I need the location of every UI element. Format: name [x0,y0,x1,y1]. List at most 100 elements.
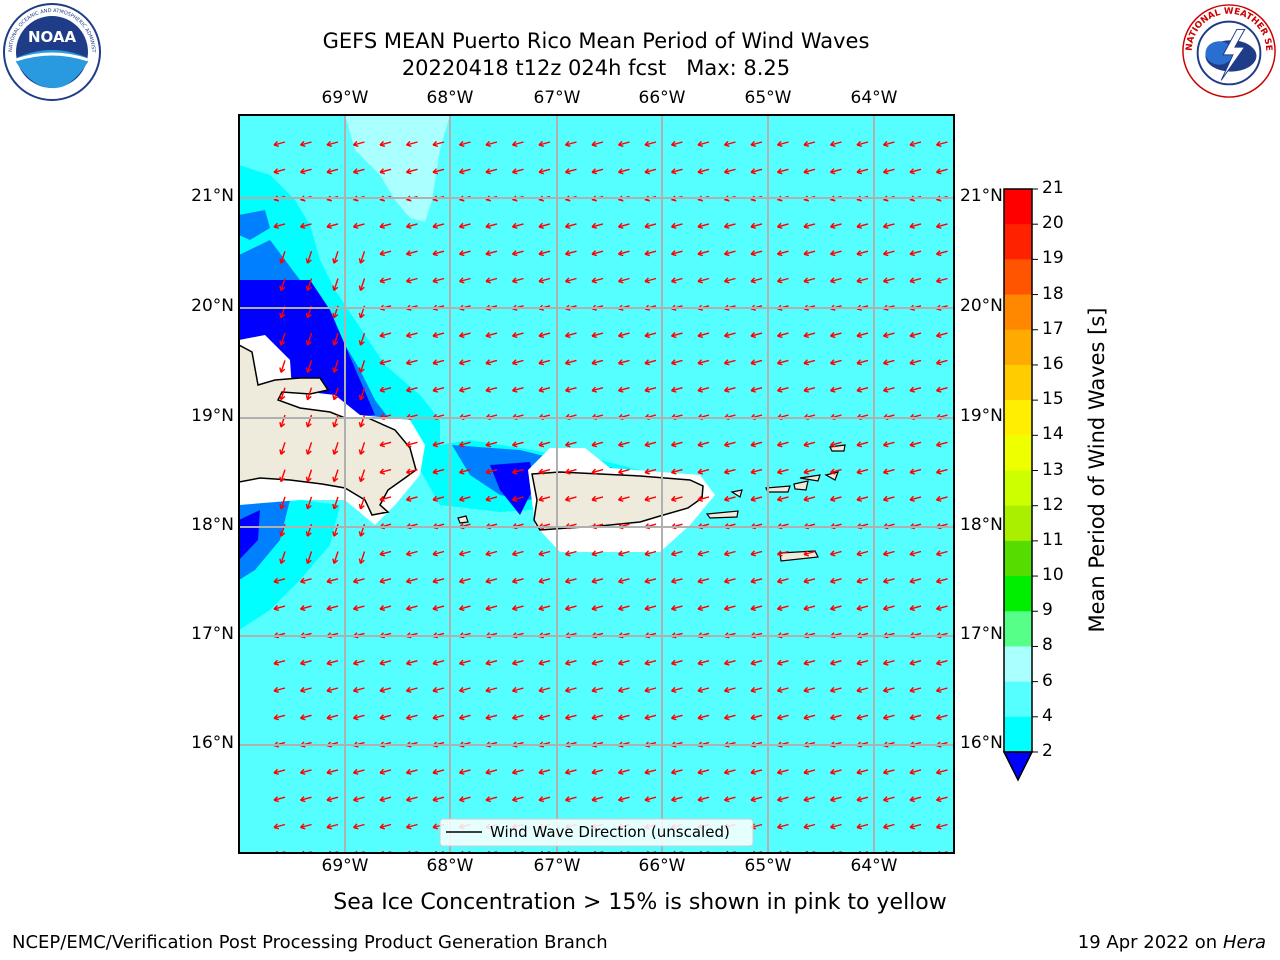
wind-wave-arrow [697,468,710,474]
wind-wave-arrowhead [909,495,916,502]
wind-wave-arrowhead [591,714,598,721]
wind-wave-arrow [512,441,524,446]
wind-wave-arrowhead [935,468,942,475]
wind-wave-arrow [326,714,339,719]
wind-wave-arrow [671,550,683,556]
wind-wave-arrow [432,223,445,228]
wind-wave-arrow [883,359,895,365]
wind-wave-arrowhead [358,503,365,510]
lat-label-right: 21°N [960,186,1003,206]
wind-wave-arrow [459,796,471,801]
wind-wave-arrowhead [326,714,333,721]
wind-wave-arrowhead [279,421,286,428]
wind-wave-arrowhead [750,441,757,448]
wind-wave-arrowhead [856,550,863,557]
wind-wave-arrow [538,359,551,365]
wind-wave-arrowhead [856,441,863,448]
wind-wave-arrow [644,605,657,610]
wind-wave-arrowhead [670,277,677,284]
wind-wave-arrow [803,168,816,173]
wind-wave-arrow [750,441,763,446]
wind-wave-arrow [273,687,286,692]
wind-wave-arrow [724,714,736,719]
wind-wave-arrowhead [829,823,836,830]
wind-wave-arrowhead [273,714,280,721]
wind-wave-arrowhead [882,686,889,694]
wind-wave-arrow [750,796,763,801]
wind-wave-arrowhead [697,468,704,475]
wind-wave-arrow [353,769,365,774]
wind-wave-arrowhead [432,386,439,393]
wind-wave-arrowhead [485,768,492,775]
wind-wave-arrow [830,496,842,501]
wind-wave-arrow [485,660,498,665]
wind-wave-arrow [300,578,312,583]
wind-wave-arrow [830,332,842,337]
wind-wave-arrow [750,578,763,583]
wind-wave-arrowhead [485,796,492,803]
wind-wave-arrow [406,277,418,283]
wind-wave-arrow [565,168,577,173]
wind-wave-arrow [909,496,922,501]
wind-wave-arrowhead [432,659,439,666]
colorbar-segment [1004,224,1032,260]
wind-wave-arrow [459,250,471,255]
wind-wave-arrow [565,250,577,255]
wind-wave-arrow [306,442,313,455]
wind-wave-arrow [565,387,577,392]
wind-wave-arrowhead [538,250,545,257]
wind-wave-arrowhead [644,140,651,148]
wind-wave-arrow [333,387,339,400]
graticule [239,115,954,853]
wind-wave-arrowhead [697,605,704,612]
wind-wave-arrowhead [405,250,412,257]
wind-wave-arrow [724,441,736,446]
wind-wave-arrowhead [405,768,412,775]
wind-wave-arrow [512,550,524,556]
wind-wave-arrow [406,141,418,146]
wind-wave-arrowhead [803,796,810,803]
wind-wave-arrowhead [591,386,598,393]
wind-wave-arrowhead [379,796,386,803]
wind-wave-arrow [300,823,312,829]
wind-wave-arrow [306,278,313,291]
wind-wave-arrowhead [776,659,783,666]
wind-wave-arrowhead [935,823,942,830]
wind-wave-arrowhead [305,476,312,483]
wind-wave-arrowhead [935,714,942,721]
wind-wave-arrowhead [305,367,312,373]
colorbar-under-arrow [1002,751,1034,782]
wind-wave-arrowhead [670,168,677,175]
lon-label-top: 69°W [321,88,369,108]
wind-wave-arrowhead [485,550,492,557]
wind-wave-arrow [936,578,948,583]
wind-wave-arrow [724,605,736,610]
wind-wave-arrow [306,551,313,564]
wind-wave-arrow [644,359,657,365]
wind-wave-arrowhead [617,714,624,721]
wind-wave-arrow [936,769,948,774]
wind-wave-arrowhead [511,250,518,257]
wind-wave-arrow [750,714,763,719]
wind-wave-arrow [306,496,313,510]
wind-wave-arrowhead [305,503,312,510]
wind-wave-arrow [724,332,736,337]
wind-wave-arrowhead [379,222,386,229]
wind-wave-arrow [803,468,816,474]
wind-wave-arrowhead [432,140,439,148]
wind-wave-arrowhead [432,441,439,448]
wind-wave-arrowhead [538,714,545,721]
wind-wave-arrow [830,141,842,146]
wind-wave-arrow [909,769,922,774]
wind-wave-arrow [618,277,630,283]
wind-wave-arrow [326,769,339,774]
wind-wave-arrow [724,223,736,228]
wind-wave-arrow [538,441,551,446]
wind-wave-arrowhead [405,386,412,393]
wind-wave-arrowhead [750,550,757,557]
wind-wave-arrowhead [856,495,863,502]
ocean-field-lt2s-mona [490,462,535,515]
wind-wave-arrowhead [909,441,916,448]
wind-wave-arrow [306,332,313,346]
wind-wave-arrowhead [326,605,333,612]
